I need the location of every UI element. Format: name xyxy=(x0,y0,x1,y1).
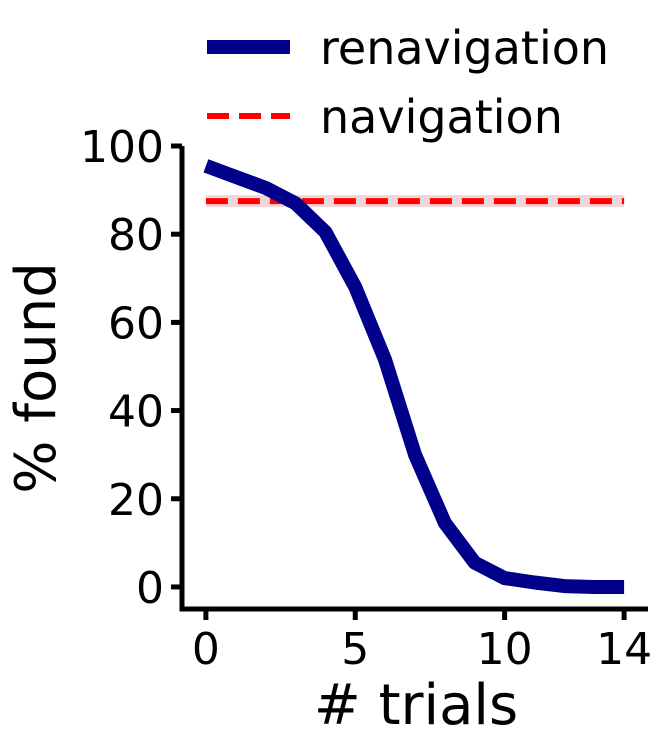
x-tick-label: 5 xyxy=(341,624,369,675)
x-axis-title: # trials xyxy=(314,673,518,738)
y-tick-label: 0 xyxy=(136,563,164,614)
y-tick-label: 80 xyxy=(108,210,164,261)
y-axis-title: % found xyxy=(4,262,69,494)
x-tick-label: 14 xyxy=(596,624,652,675)
y-ticks: 0 20 40 60 80 100 xyxy=(80,122,182,614)
y-tick-label: 20 xyxy=(108,475,164,526)
x-tick-label: 0 xyxy=(192,624,220,675)
series-group xyxy=(203,159,625,594)
x-tick-label: 10 xyxy=(477,624,533,675)
series-line-renavigation xyxy=(203,159,625,594)
legend-label-navigation: navigation xyxy=(320,90,563,144)
y-tick-label: 100 xyxy=(80,122,164,173)
y-tick-label: 60 xyxy=(108,298,164,349)
legend: renavigation navigation xyxy=(207,21,609,144)
x-ticks: 0 5 10 14 xyxy=(192,609,652,675)
y-tick-label: 40 xyxy=(108,387,164,438)
axes xyxy=(179,146,648,612)
legend-label-renavigation: renavigation xyxy=(320,21,609,75)
